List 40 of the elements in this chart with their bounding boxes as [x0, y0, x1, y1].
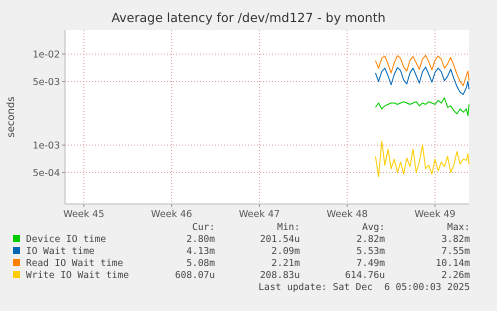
y-tick-label: 1e-03: [32, 140, 60, 152]
line-series: [374, 54, 470, 86]
x-tick-label: Week 48: [326, 209, 368, 220]
text: 5.53m: [356, 246, 386, 257]
x-tick-label: Week 46: [151, 209, 192, 220]
text: 2.26m: [441, 270, 470, 281]
text: 7.55m: [441, 246, 470, 257]
legend-label: Read IO Wait time: [26, 258, 124, 269]
text: 5.08m: [186, 258, 216, 269]
chart-title: Average latency for /dev/md127 - by month: [111, 10, 386, 25]
line-series: [374, 97, 470, 116]
text: 608.07u: [174, 270, 215, 281]
text: 201.54u: [260, 234, 300, 245]
text: Last update: Sat Dec 6 05:00:03 2025: [258, 282, 470, 293]
x-tick-label: Week 47: [238, 209, 280, 220]
text: 4.13m: [186, 246, 216, 257]
text: 10.14m: [436, 258, 470, 269]
x-tick-label: Week 49: [414, 209, 456, 220]
legend-label: Write IO Wait time: [26, 270, 130, 281]
y-tick-label: 5e-04: [32, 168, 60, 179]
text: 614.76u: [344, 270, 385, 281]
line-series: [374, 140, 470, 178]
legend-label: IO Wait time: [26, 246, 95, 257]
y-axis-title: seconds: [6, 96, 17, 138]
text: 2.80m: [186, 234, 216, 245]
text: 208.83u: [260, 270, 300, 281]
text: Max:: [447, 222, 470, 233]
line-series: [374, 66, 470, 95]
text: 2.21m: [271, 258, 300, 269]
text: 2.09m: [271, 246, 300, 257]
y-tick-label: 5e-03: [32, 76, 60, 88]
text: 3.82m: [441, 234, 470, 245]
y-tick-label: 1e-02: [32, 50, 60, 61]
text: 2.82m: [356, 234, 386, 245]
text: Min:: [277, 222, 300, 233]
text: 7.49m: [356, 258, 386, 269]
x-tick-label: Week 45: [63, 209, 104, 220]
legend-label: Device IO time: [26, 234, 106, 245]
text: Avg:: [362, 222, 385, 233]
text: Cur:: [192, 222, 215, 233]
